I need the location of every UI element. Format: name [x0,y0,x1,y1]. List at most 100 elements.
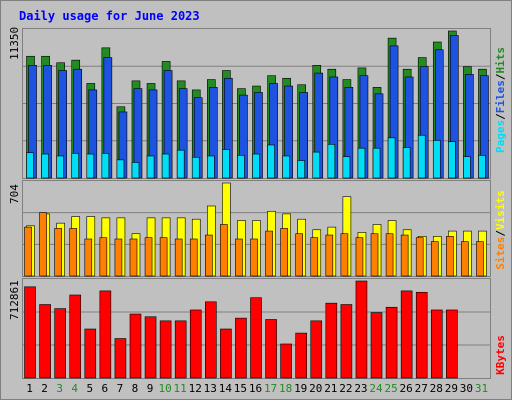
kbytes-bar-kbytes-day-12 [189,309,202,379]
hits-bar-pages-day-18 [282,155,290,179]
x-label-day-17: 17 [264,382,277,395]
visits-bar-sites-day-26 [400,234,409,277]
x-label-day-21: 21 [324,382,337,395]
x-label-day-18: 18 [279,382,292,395]
x-label-day-9: 9 [147,382,154,395]
visits-bar-sites-day-6 [99,237,108,277]
hits-bar-pages-day-7 [116,159,125,179]
hits-legend-hits: Hits [494,47,507,74]
hits-bar-pages-day-21 [327,144,336,179]
hits-bar-pages-day-5 [86,153,95,179]
kbytes-bar-kbytes-day-24 [370,312,383,379]
hits-bar-pages-day-17 [267,144,275,179]
x-label-day-8: 8 [132,382,139,395]
hits-bar-pages-day-31 [478,155,486,179]
x-axis-day-labels: 1 2 3 4 5 6 7 8 9 10 11 12 13 14 15 16 17 18 19 20 21 22 23 24 2… [26,382,488,395]
hits-legend-pages: Pages [494,120,507,153]
hits-bar-pages-day-23 [357,147,366,179]
x-label-day-7: 7 [117,382,124,395]
kbytes-bar-kbytes-day-6 [99,290,112,379]
hits-legend-files: Files [494,80,507,113]
visits-bar-sites-day-27 [415,237,424,277]
hits-bar-pages-day-25 [387,137,396,179]
hits-bar-pages-day-1 [26,152,34,179]
visits-legend-visits: Visits [494,190,507,230]
hits-bar-pages-day-12 [191,156,200,179]
x-label-day-23: 23 [354,382,367,395]
visits-bar-sites-day-2 [39,212,47,277]
x-label-day-10: 10 [158,382,171,395]
hits-bar-pages-day-2 [41,153,49,179]
panel-visits-max-label: 704 [8,184,21,204]
x-label-day-29: 29 [445,382,458,395]
panel-visits-legend: Sites/Visits [494,190,507,270]
visits-bar-sites-day-24 [370,233,379,277]
kbytes-bar-kbytes-day-15 [235,317,247,379]
visits-bar-sites-day-13 [205,234,213,277]
x-label-day-30: 30 [460,382,473,395]
kbytes-bar-kbytes-day-20 [310,320,323,379]
hits-bar-pages-day-8 [131,162,140,179]
x-label-day-1: 1 [26,382,33,395]
hits-bar-pages-day-14 [222,149,230,179]
visits-bar-sites-day-30 [461,241,469,277]
hits-bar-pages-day-11 [176,149,185,179]
x-label-day-25: 25 [384,382,397,395]
kbytes-bar-kbytes-day-27 [415,291,428,379]
visits-bar-sites-day-5 [84,238,93,277]
kbytes-bar-kbytes-day-16 [250,297,262,379]
kbytes-bar-kbytes-day-18 [280,343,292,379]
hits-bar-pages-day-9 [146,155,155,179]
x-label-day-28: 28 [430,382,443,395]
hits-bar-pages-day-19 [297,160,305,179]
kbytes-bar-kbytes-day-28 [430,309,443,379]
x-label-day-31: 31 [475,382,488,395]
visits-bar-sites-day-25 [385,233,394,277]
hits-legend-separator: / [494,73,507,80]
visits-bar-sites-day-29 [446,236,454,277]
panel-kbytes-bars [24,280,458,379]
visits-legend-separator: / [494,230,507,237]
visits-legend-sites: Sites [494,237,507,270]
x-label-day-20: 20 [309,382,322,395]
panel-kbytes-max-label: 712861 [8,280,21,320]
visits-bar-sites-day-16 [250,238,258,277]
kbytes-bar-kbytes-day-21 [325,302,338,379]
visits-bar-sites-day-7 [114,238,123,277]
hits-legend-separator: / [494,113,507,120]
hits-bar-pages-day-6 [101,153,110,179]
kbytes-bar-kbytes-day-23 [355,280,368,379]
x-label-day-14: 14 [219,382,233,395]
kbytes-bar-kbytes-day-17 [265,319,277,379]
hits-bar-pages-day-16 [252,153,260,179]
panel-hits-max-label: 11350 [8,27,21,60]
panel-kbytes: 712861 KBytes [8,278,507,379]
kbytes-bar-kbytes-day-1 [24,286,36,379]
visits-bar-sites-day-20 [310,237,319,277]
visits-bar-sites-day-17 [265,230,273,277]
kbytes-bar-kbytes-day-26 [400,290,413,379]
x-label-day-5: 5 [86,382,93,395]
panel-hits-files-pages: 11350 Pages/Files/Hits [8,27,507,179]
visits-bar-sites-day-28 [430,241,439,277]
hits-bar-pages-day-27 [417,134,426,179]
hits-legend: Pages/Files/Hits [494,47,507,153]
hits-bar-pages-day-4 [71,153,80,179]
kbytes-legend-kbytes: KBytes [494,335,507,375]
x-label-day-19: 19 [294,382,307,395]
visits-bar-sites-day-15 [235,238,243,277]
hits-bar-pages-day-29 [448,141,456,179]
panel-visits-sites: 704 Sites/Visits [8,180,507,277]
kbytes-bar-kbytes-day-29 [446,309,458,379]
x-label-day-22: 22 [339,382,352,395]
kbytes-bar-kbytes-day-22 [340,304,353,379]
kbytes-bar-kbytes-day-9 [144,316,157,379]
visits-bar-sites-day-11 [174,238,183,277]
hits-bar-pages-day-3 [56,155,64,179]
hits-bar-pages-day-15 [237,155,245,179]
panel-kbytes-legend: KBytes [494,335,507,375]
kbytes-bar-kbytes-day-8 [129,313,142,379]
kbytes-bar-kbytes-day-7 [114,338,127,379]
